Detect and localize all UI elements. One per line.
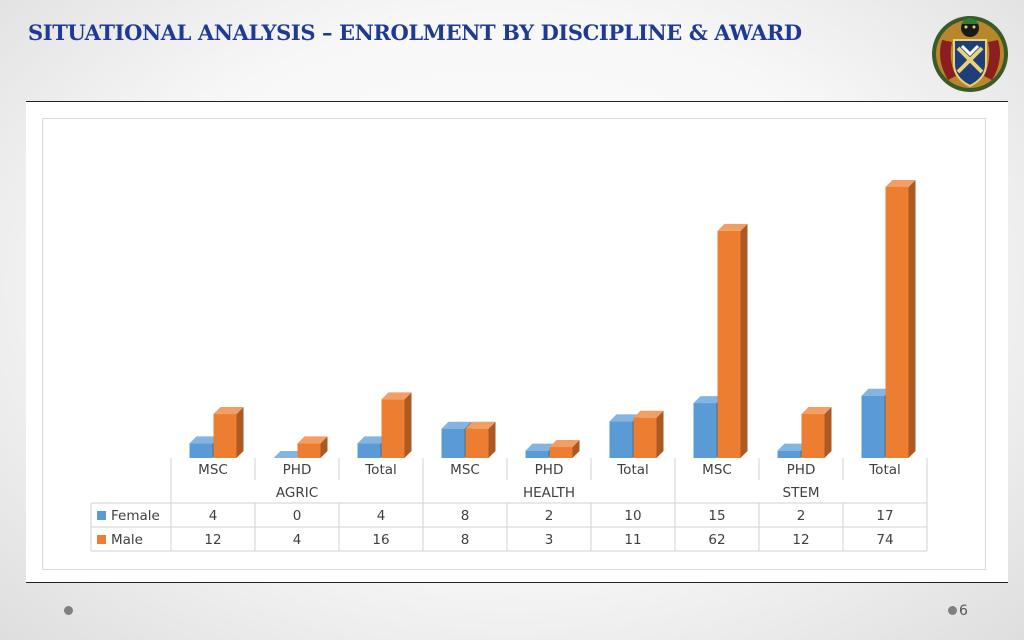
category-label-phd-7: PHD bbox=[787, 462, 816, 478]
male-bar-total-8 bbox=[885, 186, 909, 458]
data-value-female-6: 15 bbox=[708, 508, 725, 524]
category-label-msc-0: MSC bbox=[198, 462, 228, 478]
category-label-total-8: Total bbox=[868, 462, 901, 478]
data-value-female-4: 2 bbox=[545, 508, 554, 524]
data-value-female-3: 8 bbox=[461, 508, 470, 524]
male-bar-total-2-side bbox=[404, 392, 412, 458]
male-bar-total-5-side bbox=[656, 410, 664, 458]
male-bar-total-5 bbox=[633, 417, 657, 458]
data-value-male-5: 11 bbox=[624, 532, 641, 548]
female-bar-phd-7 bbox=[777, 450, 801, 458]
slide-number: 6 bbox=[959, 603, 968, 619]
data-value-male-8: 74 bbox=[876, 532, 893, 548]
data-value-male-7: 12 bbox=[792, 532, 809, 548]
content-bottom-line bbox=[26, 582, 1008, 583]
female-bar-total-8-top bbox=[861, 388, 892, 396]
data-value-female-0: 4 bbox=[209, 508, 218, 524]
male-bar-msc-6-side bbox=[740, 223, 748, 458]
male-bar-msc-3-side bbox=[488, 421, 496, 458]
female-bar-total-8 bbox=[861, 395, 885, 458]
male-bar-phd-4-top bbox=[549, 440, 580, 448]
female-bar-msc-0 bbox=[189, 443, 213, 458]
male-bar-total-2 bbox=[381, 399, 405, 458]
category-label-msc-6: MSC bbox=[702, 462, 732, 478]
data-value-female-5: 10 bbox=[624, 508, 641, 524]
data-value-female-7: 2 bbox=[797, 508, 806, 524]
data-value-female-1: 0 bbox=[293, 508, 302, 524]
legend-key-male bbox=[97, 535, 106, 544]
female-bar-msc-6 bbox=[693, 403, 717, 458]
nav-dot-left bbox=[64, 606, 73, 615]
male-bar-msc-6 bbox=[717, 230, 741, 458]
data-value-female-2: 4 bbox=[377, 508, 386, 524]
male-bar-total-8-side bbox=[908, 179, 916, 458]
male-bar-total-2-top bbox=[381, 392, 412, 400]
category-label-phd-4: PHD bbox=[535, 462, 564, 478]
group-label-stem: STEM bbox=[783, 485, 820, 501]
male-bar-phd-1-top bbox=[297, 436, 328, 444]
female-bar-msc-6-top bbox=[693, 396, 724, 404]
male-bar-total-8-top bbox=[885, 179, 916, 187]
male-bar-msc-6-top bbox=[717, 223, 748, 231]
female-bar-msc-3 bbox=[441, 428, 465, 458]
female-bar-total-2-top bbox=[357, 436, 388, 444]
data-value-male-0: 12 bbox=[204, 532, 221, 548]
category-label-msc-3: MSC bbox=[450, 462, 480, 478]
legend-key-female bbox=[97, 511, 106, 520]
data-value-male-4: 3 bbox=[545, 532, 554, 548]
group-label-health: HEALTH bbox=[523, 485, 575, 501]
legend-label-female: Female bbox=[111, 508, 160, 524]
male-bar-total-5-top bbox=[633, 410, 664, 418]
category-label-phd-1: PHD bbox=[283, 462, 312, 478]
category-label-total-2: Total bbox=[364, 462, 397, 478]
male-bar-phd-1 bbox=[297, 443, 321, 458]
male-bar-phd-7 bbox=[801, 414, 825, 458]
data-value-male-6: 62 bbox=[708, 532, 725, 548]
male-bar-phd-1-side bbox=[320, 436, 328, 458]
male-bar-msc-3 bbox=[465, 428, 489, 458]
female-bar-msc-3-top bbox=[441, 421, 472, 429]
data-value-female-8: 17 bbox=[876, 508, 893, 524]
male-bar-phd-7-side bbox=[824, 407, 832, 458]
male-bar-phd-7-top bbox=[801, 407, 832, 415]
female-bar-total-5 bbox=[609, 421, 633, 458]
data-value-male-2: 16 bbox=[372, 532, 389, 548]
female-bar-phd-4-top bbox=[525, 443, 556, 451]
data-value-male-3: 8 bbox=[461, 532, 470, 548]
female-bar-phd-4 bbox=[525, 450, 549, 458]
title-divider-line bbox=[26, 101, 1008, 102]
legend-label-male: Male bbox=[111, 532, 143, 548]
university-crest-logo bbox=[932, 16, 1008, 92]
male-bar-msc-0-top bbox=[213, 407, 244, 415]
female-bar-total-5-top bbox=[609, 414, 640, 422]
male-bar-msc-0-side bbox=[236, 407, 244, 458]
female-bar-phd-1-top bbox=[273, 451, 304, 458]
male-bar-phd-4-side bbox=[572, 440, 580, 458]
female-bar-total-2 bbox=[357, 443, 381, 458]
male-bar-msc-0 bbox=[213, 414, 237, 458]
data-value-male-1: 4 bbox=[293, 532, 302, 548]
male-bar-phd-4 bbox=[549, 447, 573, 458]
slide-title: SITUATIONAL ANALYSIS – ENROLMENT BY DISC… bbox=[28, 20, 802, 45]
female-bar-msc-0-top bbox=[189, 436, 220, 444]
category-label-total-5: Total bbox=[616, 462, 649, 478]
enrolment-chart: MSC PHD Total MSC PHD Total MSC PHD Total AGRIC HE… bbox=[90, 179, 928, 552]
female-bar-phd-7-top bbox=[777, 443, 808, 451]
nav-dot-right bbox=[948, 606, 957, 615]
chart-area: MSC PHD Total MSC PHD Total MSC PHD Total AGRIC HE… bbox=[42, 118, 986, 570]
group-label-agric: AGRIC bbox=[276, 485, 318, 501]
male-bar-msc-3-top bbox=[465, 421, 496, 429]
